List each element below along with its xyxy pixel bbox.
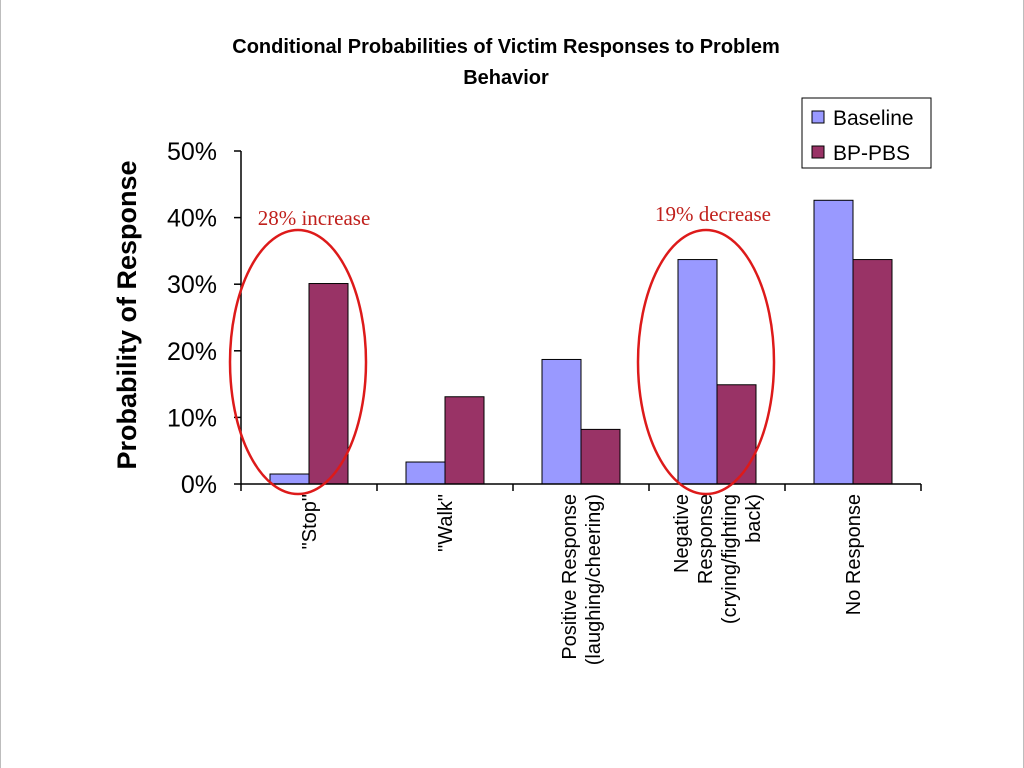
bars-layer <box>269 199 893 485</box>
bar-bp-pbs-negative-response-crying-fighting-back <box>716 384 757 485</box>
annotations-layer: 28% increase 19% decrease <box>228 202 776 496</box>
y-tick-labels: 0% 10% 20% 30% 40% 50% <box>167 138 217 499</box>
category-label-walk: "Walk" <box>435 494 457 552</box>
bar-bp-pbs-positive-response-laughing-cheering <box>580 428 621 485</box>
category-label-line: (laughing/cheering) <box>583 494 605 665</box>
annotation-text-28-increase: 28% increase <box>258 206 371 230</box>
y-tick-label: 40% <box>167 205 217 233</box>
y-tick-label: 20% <box>167 338 217 366</box>
category-label-positive-response-laughing-cheering: Positive Response (laughing/cheering) <box>559 494 605 665</box>
y-tick-label: 30% <box>167 271 217 299</box>
category-label-line: "Walk" <box>435 494 457 552</box>
category-label-line: Negative <box>671 494 693 573</box>
axes-layer <box>234 150 922 491</box>
category-label-line: (crying/fighting <box>719 494 741 624</box>
category-label-line: "Stop" <box>299 494 321 549</box>
annotation-ring-28-increase <box>228 228 368 496</box>
annotation-ring-19-decrease <box>636 228 776 496</box>
annotation-text-19-decrease: 19% decrease <box>655 202 771 226</box>
category-label-no-response: No Response <box>843 494 865 615</box>
bar-baseline-positive-response-laughing-cheering <box>541 358 582 485</box>
bar-baseline-no-response <box>813 199 854 485</box>
y-tick-label: 50% <box>167 138 217 166</box>
bar-bp-pbs-stop <box>308 283 349 485</box>
legend-swatch-baseline <box>811 110 825 124</box>
category-label-negative-response-crying-fighting-back: Negative Response (crying/fighting back) <box>671 494 765 624</box>
y-axis-title: Probability of Response <box>112 160 142 469</box>
legend: Baseline BP-PBS <box>801 97 932 169</box>
y-tick-label: 10% <box>167 404 217 432</box>
bar-baseline-stop <box>269 473 310 485</box>
category-label-stop: "Stop" <box>299 494 321 549</box>
category-label-line: Response <box>695 494 717 584</box>
category-label-line: back) <box>743 494 765 543</box>
bar-baseline-walk <box>405 461 446 485</box>
legend-label-baseline: Baseline <box>833 107 914 130</box>
category-label-line: Positive Response <box>559 494 581 660</box>
bar-baseline-negative-response-crying-fighting-back <box>677 259 718 485</box>
bar-bp-pbs-walk <box>444 396 485 485</box>
category-label-line: No Response <box>843 494 865 615</box>
legend-label-bp-pbs: BP-PBS <box>833 142 910 165</box>
category-labels: "Stop" "Walk" Positive Response (laughing/c… <box>299 494 865 665</box>
chart-title-line-1: Conditional Probabilities of Victim Resp… <box>232 36 780 58</box>
legend-swatch-bp-pbs <box>811 145 825 159</box>
bar-bp-pbs-no-response <box>852 259 893 485</box>
chart-title-line-2: Behavior <box>463 67 549 89</box>
y-tick-label: 0% <box>181 471 217 499</box>
